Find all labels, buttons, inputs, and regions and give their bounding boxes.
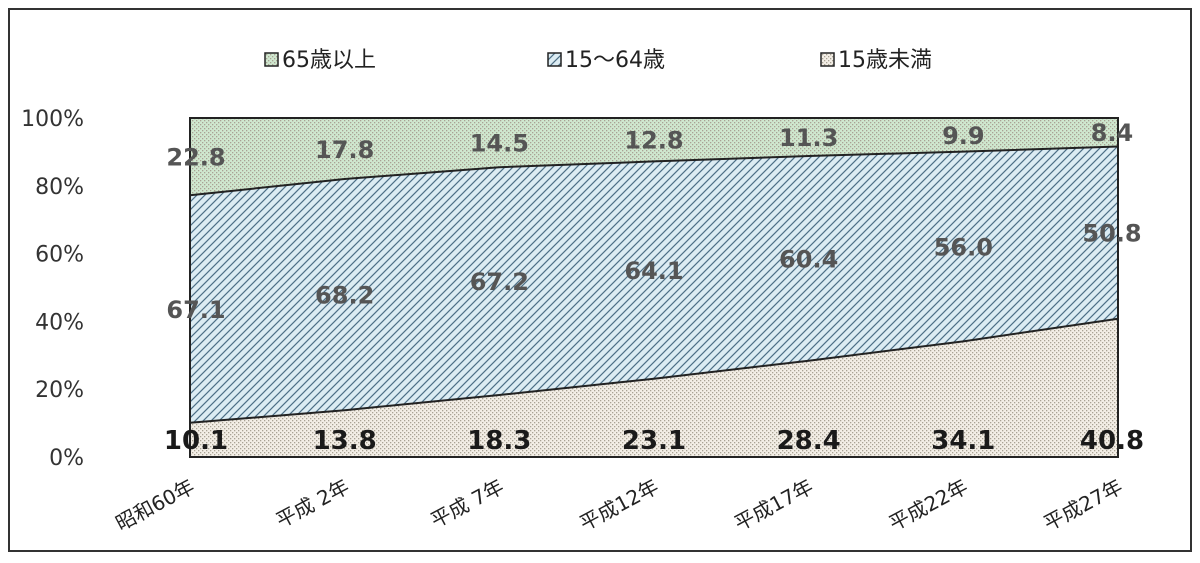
area-15歳未満 [190,318,1118,457]
legend-swatch [264,52,279,67]
boundary-line-15歳未満 [189,317,1119,424]
data-label: 67.1 [166,296,225,324]
data-label: 11.3 [779,124,838,152]
y-tick-label: 100% [21,107,84,132]
area-15～64歳 [190,146,1118,423]
data-label: 10.1 [164,426,228,456]
y-tick-label: 60% [35,243,84,268]
legend-swatch [547,52,562,67]
y-tick-label: 40% [35,310,84,335]
x-tick-label: 昭和60年 [112,474,199,535]
data-label: 13.8 [313,426,377,456]
y-tick-label: 80% [35,175,84,200]
legend-swatch [820,52,835,67]
data-label: 40.8 [1080,426,1144,456]
data-label: 64.1 [624,257,683,285]
data-label: 8.4 [1091,119,1134,147]
data-label: 50.8 [1082,220,1141,248]
x-tick-label: 平成 2年 [272,474,353,532]
area-65歳以上 [190,118,1118,196]
y-tick-label: 20% [35,378,84,403]
data-label: 14.5 [470,130,529,158]
data-label: 22.8 [166,144,225,172]
x-tick-label: 平成17年 [730,474,817,535]
x-tick-label: 平成27年 [1040,474,1127,535]
data-label: 18.3 [467,426,531,456]
data-label: 68.2 [315,282,374,310]
y-tick-label: 0% [49,446,84,471]
data-label: 56.0 [934,233,993,261]
legend-label: 15歳未満 [838,48,932,73]
data-label: 28.4 [777,426,841,456]
chart-outer-border [8,8,1192,552]
boundary-line-15～64歳 [189,145,1119,197]
legend-label: 15～64歳 [565,48,665,73]
x-tick-label: 平成12年 [576,474,663,535]
data-label: 67.2 [470,268,529,296]
data-label: 17.8 [315,136,374,164]
x-tick-label: 平成 7年 [427,474,508,532]
data-label: 12.8 [624,127,683,155]
legend-label: 65歳以上 [282,48,376,73]
data-label: 23.1 [622,426,686,456]
data-label: 60.4 [779,245,838,273]
plot-area-border [189,117,1119,458]
data-label: 9.9 [942,122,985,150]
x-tick-label: 平成22年 [885,474,972,535]
data-label: 34.1 [931,426,995,456]
